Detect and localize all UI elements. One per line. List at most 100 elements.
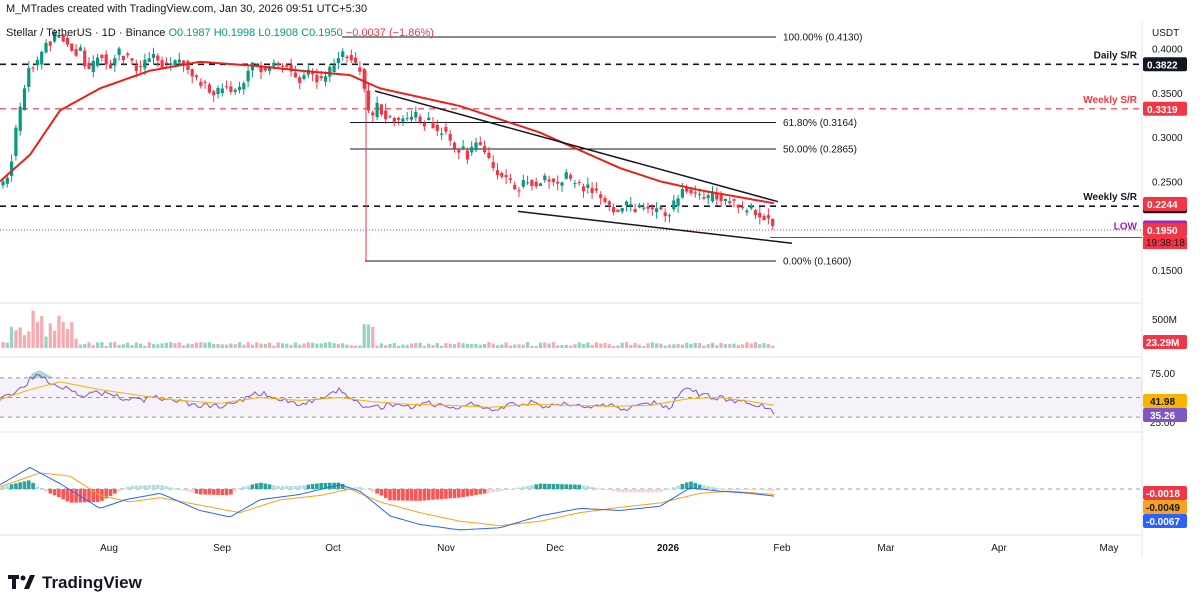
candle-body <box>358 67 362 72</box>
macd-histogram-bar <box>409 489 414 501</box>
macd-tag-bg <box>1143 486 1187 500</box>
candle-body <box>650 207 654 210</box>
macd-histogram-bar <box>469 489 474 496</box>
candle-body <box>345 56 349 59</box>
macd-histogram-bar <box>663 489 667 491</box>
volume-bar <box>483 344 487 348</box>
candle-body <box>44 42 48 53</box>
candle-body <box>685 187 689 192</box>
volume-bar <box>293 342 297 348</box>
macd-histogram-bar <box>392 489 397 501</box>
candle-body <box>461 146 465 149</box>
low-value: L0.1908 <box>258 27 299 39</box>
volume-bar <box>599 343 603 348</box>
candle-body <box>27 67 31 88</box>
candle-body <box>156 55 160 61</box>
volume-bar <box>478 344 482 348</box>
volume-bar <box>332 343 336 348</box>
macd-histogram-bar <box>358 486 362 489</box>
candle-body <box>143 59 147 69</box>
rsi-ma-line <box>0 381 775 408</box>
macd-histogram-bar <box>547 483 551 489</box>
candle-body <box>384 110 388 120</box>
volume-bar <box>220 344 224 348</box>
volume-bar <box>680 344 684 348</box>
volume-bar <box>268 342 272 348</box>
time-tick: Nov <box>437 543 455 554</box>
volume-bar <box>74 338 78 348</box>
macd-histogram-bar <box>293 485 298 489</box>
candle-body <box>521 180 525 187</box>
volume-bar <box>758 344 762 348</box>
macd-histogram-bar <box>758 489 762 491</box>
macd-histogram-bar <box>684 482 689 489</box>
candle-body <box>693 192 697 194</box>
volume-bar <box>349 345 353 348</box>
candle-body <box>655 208 659 213</box>
macd-histogram-bar <box>650 489 655 493</box>
tradingview-logo[interactable]: TradingView <box>8 573 142 593</box>
macd-histogram-bar <box>530 485 534 489</box>
volume-bar <box>100 342 104 348</box>
rsi-tick: 75.00 <box>1150 369 1175 380</box>
volume-bar <box>362 324 366 348</box>
fib-label: 61.80% (0.3164) <box>783 118 857 129</box>
volume-bar <box>590 344 594 348</box>
macd-histogram-bar <box>637 489 642 493</box>
macd-histogram-bar <box>452 489 457 499</box>
macd-histogram-bar <box>426 489 431 501</box>
candle-body <box>607 201 611 205</box>
candle-body <box>672 200 676 210</box>
macd-histogram-bar <box>130 485 134 489</box>
candle-body <box>702 197 706 199</box>
volume-bar <box>771 345 775 348</box>
time-tick: 2026 <box>657 543 680 554</box>
volume-bar <box>517 344 521 348</box>
candle-body <box>263 67 267 71</box>
time-tick: Dec <box>546 543 564 554</box>
level-tag: 0.3319 <box>1147 105 1178 116</box>
macd-histogram-bar <box>242 486 246 489</box>
macd-histogram-bar <box>375 489 379 494</box>
volume-bar <box>508 345 512 348</box>
macd-histogram-bar <box>186 489 190 492</box>
macd-histogram-bar <box>444 489 448 499</box>
candle-body <box>40 51 44 65</box>
candle-body <box>134 65 138 72</box>
macd-histogram-bar <box>48 489 53 494</box>
macd-histogram-bar <box>14 483 18 489</box>
level-label: Weekly S/R <box>1083 192 1138 203</box>
volume-bar <box>117 344 121 348</box>
macd-histogram-bar <box>306 484 311 489</box>
macd-signal-line <box>0 472 775 527</box>
candle-body <box>715 193 719 200</box>
macd-histogram-bar <box>401 489 405 501</box>
price-tick: 0.4000 <box>1152 45 1183 56</box>
volume-bar <box>461 343 465 348</box>
candle-body <box>637 204 641 208</box>
candle-body <box>126 53 130 56</box>
axes: 0.4000 0.3500 0.3000 0.2500 0.1500 Aug Sep Oct N… <box>100 45 1183 554</box>
price-tag: 0.1950 <box>1147 226 1178 237</box>
macd-histogram-bar <box>52 489 57 496</box>
volume-bar <box>207 342 211 348</box>
macd-histogram-bar <box>431 489 435 500</box>
candle-body <box>560 182 564 186</box>
macd-histogram-bar <box>586 486 590 489</box>
candle-body <box>349 55 353 61</box>
candle-body <box>336 58 340 64</box>
volume-bar <box>113 342 117 348</box>
macd-histogram-bar <box>164 486 169 489</box>
volume-bar <box>556 345 560 348</box>
macd-histogram-bar <box>693 483 698 489</box>
symbol-legend[interactable]: Stellar / TetherUS · 1D · Binance O0.198… <box>6 27 434 39</box>
volume-bar <box>457 342 461 348</box>
volume-bar <box>723 344 727 348</box>
currency-label[interactable]: USDT <box>1152 28 1180 39</box>
volume-bar <box>659 343 663 348</box>
candle-body <box>18 106 22 131</box>
volume-bar <box>108 342 113 348</box>
macd-histogram-bar <box>82 489 87 503</box>
volume-bar <box>543 342 547 348</box>
macd-histogram-bar <box>620 489 624 493</box>
